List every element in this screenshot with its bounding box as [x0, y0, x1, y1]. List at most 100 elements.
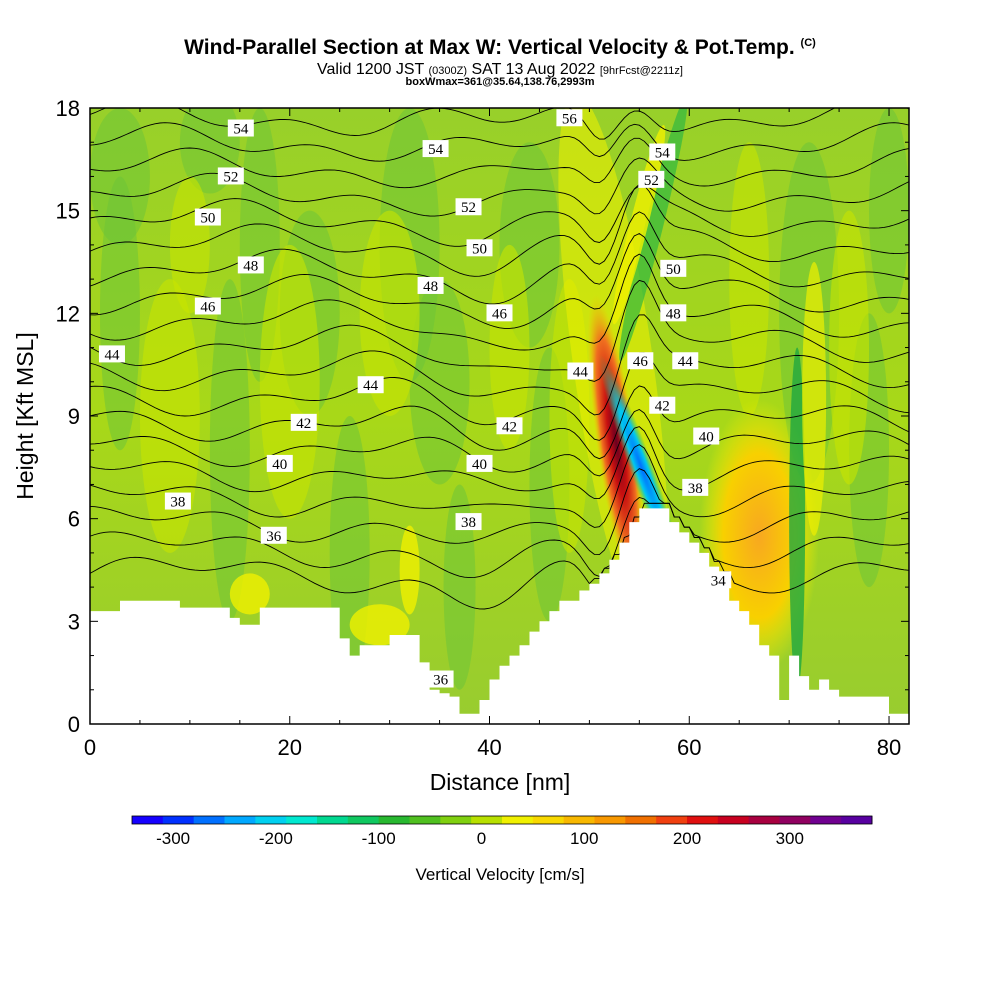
isentrope-label-text: 52	[644, 173, 659, 189]
colorbar-tick-label: 200	[673, 829, 701, 848]
isentrope-label: 42	[649, 396, 676, 415]
isentrope-label: 38	[682, 478, 709, 497]
isentrope-label-text: 46	[633, 354, 649, 370]
colorbar-swatch	[687, 816, 719, 824]
isentrope-label: 54	[422, 140, 449, 158]
isentrope-line	[90, 444, 909, 528]
isentrope-label-box	[496, 417, 523, 435]
isentrope-label-text: 44	[573, 365, 589, 381]
isentrope-label: 52	[638, 170, 665, 189]
isentrope-line	[90, 137, 909, 189]
isentrope-label: 40	[466, 454, 493, 473]
updraft-patch-weak	[829, 210, 870, 485]
isentrope-label: 46	[486, 304, 513, 322]
isentrope-label-text: 44	[104, 347, 120, 363]
isentrope-label-box	[237, 256, 264, 274]
isentrope-line	[90, 279, 909, 382]
isentrope-label-text: 56	[562, 111, 578, 127]
isentrope-label-box	[422, 140, 449, 158]
chart-title: Wind-Parallel Section at Max W: Vertical…	[184, 36, 816, 59]
colorbar-swatch	[656, 816, 688, 824]
isentrope-label-box	[705, 571, 732, 589]
isentrope-label: 34	[705, 571, 732, 589]
colorbar-swatch	[132, 816, 164, 824]
isentrope-label: 44	[98, 345, 125, 363]
y-tick-label: 6	[68, 507, 80, 532]
isentrope-line	[90, 183, 909, 277]
isentrope-label-box	[455, 198, 482, 216]
isentrope-label-box	[649, 143, 676, 161]
isentrope-label: 50	[194, 208, 221, 227]
y-tick-label: 9	[68, 404, 80, 429]
isentrope-label: 40	[266, 454, 293, 473]
isentrope-label: 54	[227, 119, 254, 138]
isentrope-label-text: 42	[502, 419, 517, 435]
isentrope-label-box	[290, 413, 317, 431]
isentrope-label-box	[164, 492, 191, 510]
isentrope-label: 38	[455, 513, 482, 531]
colorbar-swatch	[563, 816, 595, 824]
isentrope-label-box	[486, 304, 513, 322]
isentrope-label: 40	[693, 427, 720, 446]
isentrope-label-box	[682, 478, 709, 496]
isentrope-label-text: 48	[243, 258, 258, 274]
colorbar-swatch	[594, 816, 626, 824]
isentrope-line	[90, 108, 909, 140]
isentrope-label-text: 48	[423, 279, 438, 295]
colorbar-swatch	[347, 816, 380, 824]
updraft-patch-weak	[489, 244, 530, 451]
chart-subtitle: Valid 1200 JST (0300Z) SAT 13 Aug 2022 […	[317, 61, 683, 78]
isentrope-line	[90, 408, 909, 477]
colorbar-tick-label: 0	[477, 829, 486, 848]
colorbar-swatch	[317, 816, 349, 824]
x-tick-label: 40	[477, 735, 501, 760]
colorbar-swatch	[224, 816, 256, 824]
isentrope-label: 54	[649, 143, 676, 161]
isentrope-label-text: 40	[472, 457, 487, 473]
isentrope-label-box	[466, 454, 493, 472]
plot-area: 54 52 50 48 46 44 42 40 38 36 54 52 50 48 46 44 42 40 38 36…	[90, 108, 909, 724]
velocity-field	[90, 108, 909, 690]
isentrope-label-box	[417, 276, 444, 294]
isentrope-label: 42	[496, 417, 523, 435]
colorbar-swatch	[440, 816, 472, 824]
isentrope-label-text: 52	[223, 169, 238, 185]
isentrope-label-box	[660, 304, 687, 322]
isentrope-label-box	[194, 297, 221, 315]
isentrope-label: 48	[237, 256, 264, 274]
isentrope-labels: 54 52 50 48 46 44 42 40 38 36 54 52 50 48 46 44 42 40 38 36…	[98, 109, 732, 689]
isentrope-label-text: 38	[688, 481, 703, 497]
isentrope-label-box	[693, 427, 720, 445]
updraft-patch-weak	[729, 142, 770, 416]
colorbar-tick-label: -100	[362, 829, 396, 848]
isentrope-label: 44	[567, 362, 594, 381]
isentrope-label: 46	[194, 297, 221, 315]
x-tick-label: 60	[677, 735, 701, 760]
isentrope-label-box	[627, 352, 654, 370]
colorbar-tick-label: 300	[776, 829, 804, 848]
isentrope-label-text: 54	[655, 145, 671, 161]
colorbar-swatch	[841, 816, 873, 824]
isentrope-label-box	[649, 396, 676, 414]
isentrope-line	[90, 314, 909, 416]
isentrope-label: 50	[466, 239, 493, 257]
terrain-mask	[90, 508, 909, 724]
isentrope-label-text: 52	[461, 200, 476, 216]
isentrope-label: 38	[164, 492, 191, 511]
isentrope-label-box	[266, 454, 293, 472]
isentrope-line	[90, 496, 909, 579]
updraft-patch-weak	[139, 279, 200, 553]
isentrope-label: 44	[672, 352, 699, 370]
isentrope-label: 36	[427, 670, 454, 689]
colorbar-swatch	[748, 816, 780, 824]
isentrope-label-text: 34	[711, 573, 727, 589]
isentrope-label-text: 38	[170, 495, 185, 511]
colorbar-swatch	[502, 816, 534, 824]
isentrope-label-text: 46	[492, 306, 508, 322]
colorbar-swatch	[471, 816, 503, 824]
isentrope-label: 46	[627, 352, 654, 370]
colorbar-swatch	[532, 816, 565, 824]
isentrope-label-box	[98, 345, 125, 363]
